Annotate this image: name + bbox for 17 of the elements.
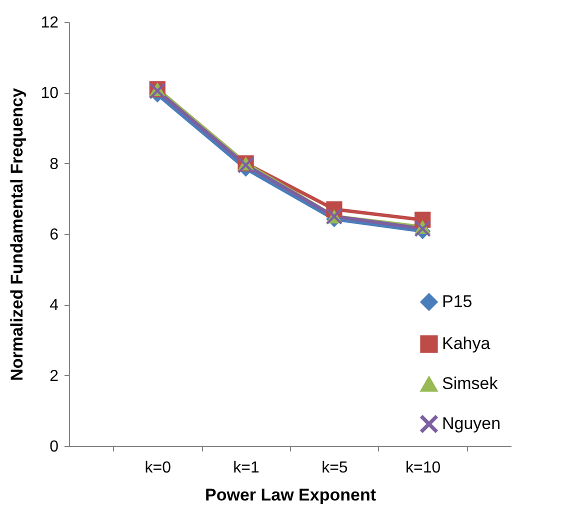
y-tick-label: 12 — [40, 14, 59, 32]
y-axis-title: Normalized Fundamental Frequency — [8, 88, 27, 381]
x-axis-title: Power Law Exponent — [205, 486, 376, 504]
y-tick-label: 8 — [50, 156, 59, 173]
y-tick-label: 2 — [50, 368, 59, 385]
legend-label: Simsek — [442, 374, 498, 393]
legend-label: P15 — [442, 292, 472, 311]
y-tick-label: 4 — [50, 297, 59, 314]
y-tick-label: 10 — [40, 85, 59, 102]
legend-label: Kahya — [442, 334, 491, 353]
y-tick-label: 0 — [50, 438, 59, 456]
x-tick-label: k=5 — [322, 460, 348, 476]
x-tick-label: k=0 — [144, 460, 172, 476]
y-tick-label: 6 — [50, 226, 59, 244]
x-tick-label: k=1 — [233, 460, 260, 476]
legend-label: Nguyen — [442, 414, 501, 433]
x-tick-label: k=10 — [406, 460, 441, 476]
